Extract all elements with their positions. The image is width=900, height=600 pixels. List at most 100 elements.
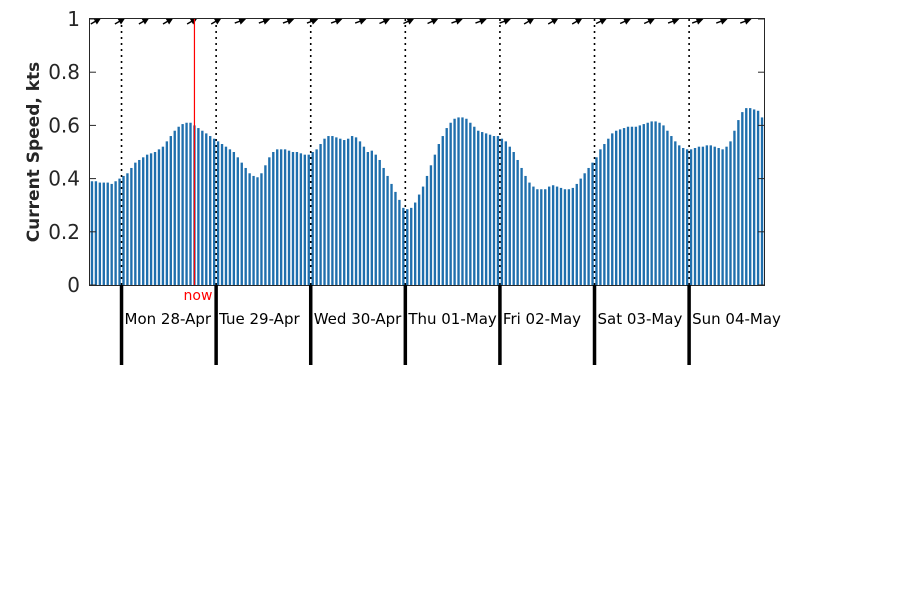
bar [437, 144, 440, 285]
bar [252, 175, 255, 285]
direction-arrow [306, 18, 319, 25]
bar [185, 122, 188, 286]
bar [745, 108, 748, 285]
arrow-head [165, 18, 174, 25]
direction-arrow [740, 18, 752, 25]
bar [709, 145, 712, 285]
arrow-head [262, 18, 271, 25]
bar [488, 134, 492, 285]
bar [402, 207, 405, 285]
bar [382, 167, 385, 285]
bar [94, 181, 98, 285]
bar [370, 150, 373, 285]
bar [323, 138, 326, 285]
bar [615, 130, 618, 285]
arrow-head [334, 18, 343, 25]
bar [689, 149, 693, 285]
bar [540, 189, 543, 285]
bar [520, 167, 523, 285]
bar [276, 149, 279, 285]
bar [394, 191, 397, 285]
bar [524, 175, 527, 285]
bar [106, 182, 109, 285]
bar [410, 207, 413, 285]
day-label: Thu 01-May [407, 310, 497, 328]
direction-arrow [451, 18, 463, 25]
bar [256, 177, 259, 285]
bar [508, 146, 511, 285]
arrow-head [286, 18, 295, 25]
arrow-head [310, 18, 319, 25]
bar [563, 189, 567, 285]
bar [599, 149, 602, 285]
day-label: Wed 30-Apr [314, 310, 402, 328]
arrow-head [671, 18, 680, 25]
bar [244, 167, 247, 285]
direction-arrow [547, 18, 559, 25]
bar [630, 126, 634, 285]
bar [114, 181, 117, 285]
bar [729, 141, 732, 285]
bar [224, 146, 228, 285]
y-tick-label: 0 [67, 273, 80, 297]
arrow-head [430, 18, 439, 25]
arrow-head [358, 18, 367, 25]
arrow-head [503, 18, 511, 25]
bar [733, 130, 736, 285]
arrow-head [213, 18, 222, 25]
bar [544, 189, 547, 285]
bar [406, 209, 409, 285]
arrow-head [406, 18, 415, 25]
bar [492, 136, 496, 285]
direction-arrow [258, 18, 271, 25]
bar [366, 152, 370, 285]
bar [283, 149, 287, 285]
bar [536, 189, 539, 285]
bar [228, 149, 232, 285]
bar [90, 181, 94, 285]
bar [721, 149, 724, 285]
bar [693, 148, 697, 285]
bar [484, 133, 488, 285]
bar [528, 182, 531, 285]
bar [421, 186, 425, 285]
bar [737, 120, 740, 285]
x-axis-day-markers: Mon 28-Apr Tue 29-Apr Wed 30-Apr Thu 01-May… [119, 285, 781, 365]
bar [130, 167, 133, 285]
bar [496, 136, 500, 285]
bar [457, 117, 460, 285]
bar [607, 138, 610, 285]
direction-arrow [162, 18, 174, 25]
arrow-head [141, 18, 150, 25]
direction-arrow [210, 18, 222, 25]
bar [122, 175, 125, 285]
bar [622, 128, 626, 285]
direction-arrow [282, 18, 295, 25]
arrow-head [695, 18, 704, 25]
arrow-head [478, 18, 487, 25]
bar [674, 141, 677, 285]
arrow-head [382, 18, 391, 25]
arrow-head [719, 18, 728, 25]
bar [429, 165, 433, 285]
bar [378, 159, 381, 285]
bar [658, 122, 661, 286]
bar [201, 130, 204, 285]
bar [98, 182, 102, 285]
bar [441, 136, 444, 285]
bar [449, 122, 452, 286]
bar [662, 125, 665, 286]
bar [291, 152, 295, 285]
bar [161, 146, 165, 285]
bar [749, 108, 752, 285]
y-tick-label: 0.4 [48, 167, 80, 191]
bar [343, 140, 346, 285]
bar [118, 178, 121, 285]
direction-arrow [138, 18, 150, 25]
direction-arrow [330, 18, 343, 25]
bar [587, 167, 590, 285]
arrow-head [454, 18, 463, 25]
bar [240, 162, 243, 285]
bar [425, 175, 429, 285]
